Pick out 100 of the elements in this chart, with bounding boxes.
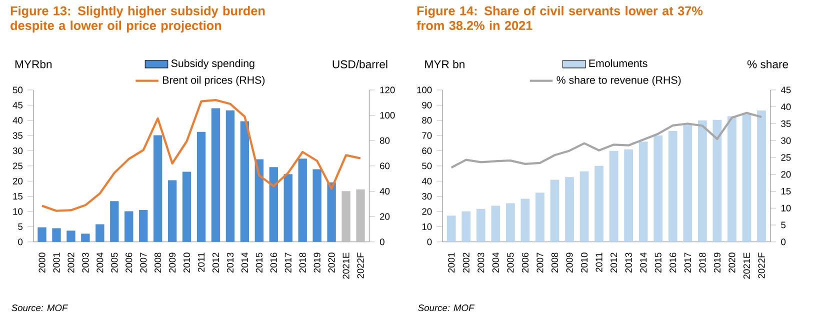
y-tick-label: 10 bbox=[13, 208, 23, 215]
bar bbox=[624, 149, 634, 242]
x-tick-label: 2009 bbox=[169, 252, 176, 273]
y-tick-label: 60 bbox=[422, 148, 432, 154]
bar bbox=[757, 110, 766, 242]
line-series bbox=[450, 112, 763, 169]
x-tick-label: 2006 bbox=[522, 252, 528, 273]
bar bbox=[491, 206, 500, 242]
bar bbox=[356, 189, 365, 242]
x-tick-label: 2012 bbox=[610, 252, 618, 273]
x-tick-label: 2012 bbox=[212, 252, 220, 273]
x-tick-label: 2009 bbox=[566, 252, 573, 273]
y2-tick-label: 15 bbox=[781, 188, 791, 195]
legend-label: % share to revenue (RHS) bbox=[556, 76, 681, 86]
y2-tick-label: 60 bbox=[380, 162, 390, 170]
bar bbox=[638, 142, 648, 242]
x-tick-label: 2006 bbox=[126, 252, 132, 273]
y-tick-label: 5 bbox=[18, 224, 23, 230]
bar bbox=[609, 150, 618, 242]
x-tick-label: 2022F bbox=[357, 252, 364, 278]
x-tick-label: 2003 bbox=[478, 252, 484, 273]
x-tick-label: 2013 bbox=[625, 252, 632, 273]
bar bbox=[550, 180, 560, 242]
bar bbox=[269, 167, 278, 242]
y-tick-label: 50 bbox=[422, 162, 432, 170]
bar bbox=[254, 159, 264, 242]
x-tick-label: 2008 bbox=[551, 252, 558, 273]
x-tick-label: 2018 bbox=[699, 252, 706, 273]
y-tick-label: 50 bbox=[12, 86, 23, 94]
y-tick-label: 90 bbox=[422, 102, 432, 109]
x-tick-label: 2010 bbox=[580, 252, 588, 273]
y2-tick-label: 30 bbox=[781, 137, 791, 144]
bar bbox=[124, 211, 134, 242]
bar bbox=[536, 192, 544, 242]
legend-label: Emoluments bbox=[589, 59, 648, 68]
x-tick-label: 2001 bbox=[53, 252, 60, 273]
bar bbox=[342, 191, 350, 242]
y-axis-title: MYR bn bbox=[425, 60, 464, 68]
x-tick-label: 2011 bbox=[596, 252, 602, 272]
x-tick-label: 2004 bbox=[492, 252, 499, 273]
bar bbox=[594, 166, 604, 242]
x-tick-label: 2002 bbox=[462, 252, 470, 273]
bar bbox=[226, 110, 235, 242]
x-tick-label: 2015 bbox=[654, 252, 662, 273]
bar bbox=[327, 182, 336, 242]
bar bbox=[476, 208, 486, 242]
y-tick-label: 0 bbox=[427, 238, 432, 246]
legend-label: Brent oil prices (RHS) bbox=[163, 76, 265, 86]
y-axis-title: MYRbn bbox=[15, 60, 52, 68]
bar bbox=[196, 132, 206, 242]
bar bbox=[211, 108, 220, 242]
bar bbox=[240, 121, 250, 242]
bar bbox=[683, 124, 692, 242]
bar bbox=[742, 114, 752, 242]
x-tick-label: 2016 bbox=[670, 252, 676, 273]
bar bbox=[284, 174, 292, 242]
y2-tick-label: 20 bbox=[380, 213, 390, 220]
x-tick-label: 2022F bbox=[758, 252, 765, 278]
y2-tick-label: 35 bbox=[781, 120, 791, 128]
x-tick-label: 2004 bbox=[96, 252, 104, 273]
chart-title: Figure 13: Slightly higher subsidy burden despite a lower oil price projection bbox=[10, 6, 265, 33]
y2-tick-label: 25 bbox=[781, 154, 791, 161]
y2-tick-label: 100 bbox=[380, 112, 395, 119]
bar bbox=[52, 228, 61, 242]
y-tick-label: 25 bbox=[13, 162, 23, 170]
y2-tick-label: 5 bbox=[781, 222, 786, 228]
y-tick-label: 40 bbox=[422, 178, 432, 184]
x-tick-label: 2017 bbox=[284, 252, 292, 273]
x-tick-label: 2013 bbox=[226, 252, 234, 273]
y-tick-label: 45 bbox=[12, 102, 23, 108]
x-tick-label: 2007 bbox=[140, 252, 147, 273]
bar bbox=[520, 198, 530, 242]
bar bbox=[38, 227, 46, 242]
x-tick-label: 2017 bbox=[684, 252, 691, 273]
x-tick-label: 2018 bbox=[299, 252, 306, 273]
x-tick-label: 2015 bbox=[256, 252, 262, 273]
bar bbox=[153, 135, 162, 242]
x-tick-label: 2007 bbox=[536, 252, 544, 273]
bar bbox=[698, 120, 707, 242]
x-tick-label: 2021E bbox=[342, 252, 350, 279]
y2-tick-label: 80 bbox=[380, 137, 390, 144]
y2-tick-label: 45 bbox=[780, 86, 791, 94]
y-tick-label: 30 bbox=[422, 193, 432, 200]
x-tick-label: 2016 bbox=[270, 252, 277, 273]
bar bbox=[168, 180, 177, 242]
y2-tick-label: 20 bbox=[781, 171, 791, 178]
y-tick-label: 0 bbox=[18, 238, 23, 246]
bar bbox=[654, 136, 663, 242]
y-tick-label: 35 bbox=[12, 132, 23, 139]
x-tick-label: 2003 bbox=[82, 252, 89, 273]
y-tick-label: 20 bbox=[13, 178, 23, 184]
x-tick-label: 2008 bbox=[154, 252, 162, 273]
y-tick-label: 20 bbox=[422, 208, 432, 215]
bar bbox=[668, 131, 678, 242]
x-tick-label: 2002 bbox=[68, 252, 74, 273]
bar bbox=[81, 234, 90, 242]
source-note: Source: MOF bbox=[12, 304, 68, 312]
bar bbox=[580, 171, 589, 242]
x-tick-label: 2010 bbox=[183, 252, 190, 273]
bar bbox=[298, 158, 307, 242]
